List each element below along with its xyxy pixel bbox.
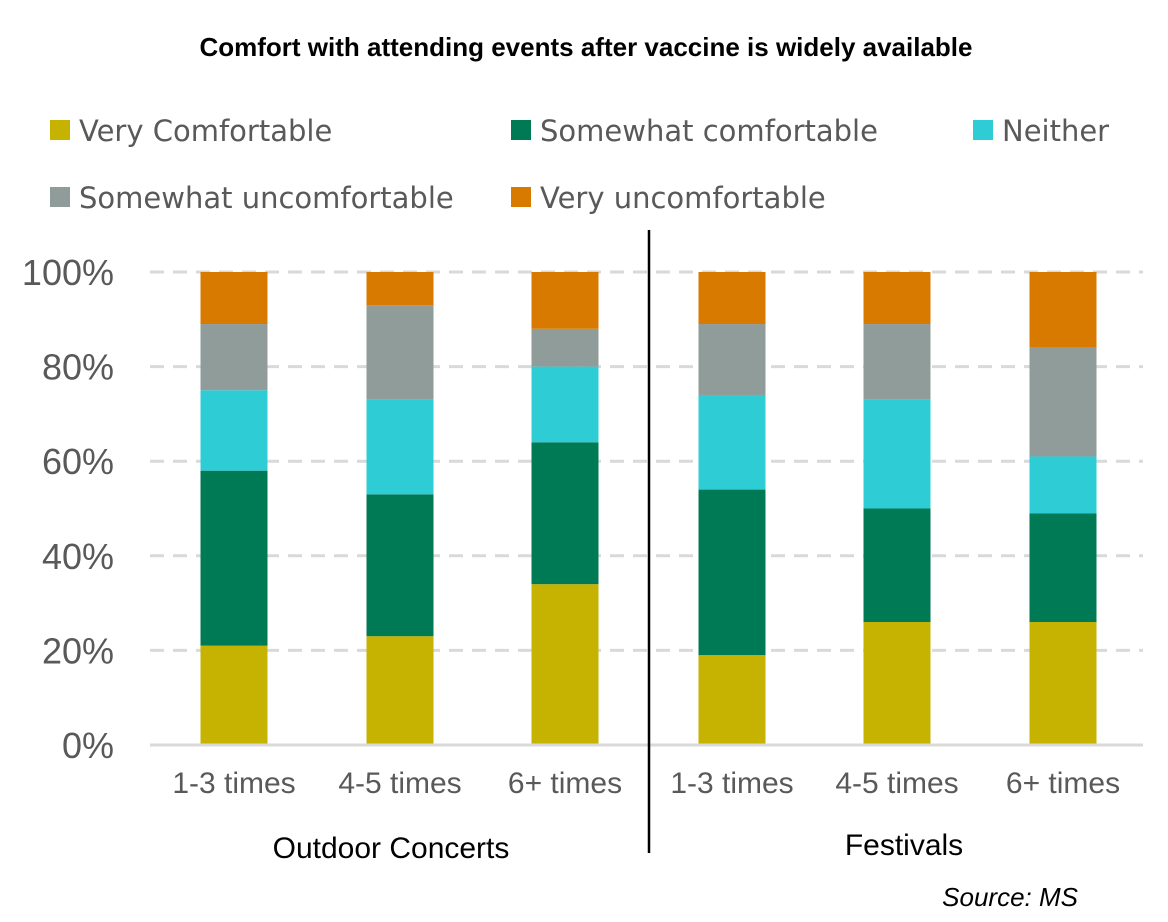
bar-segment-neither bbox=[366, 399, 434, 495]
bar-segment-very-uncomfortable bbox=[531, 272, 599, 329]
x-tick-label: 4-5 times bbox=[338, 767, 461, 800]
y-tick-label: 20% bbox=[42, 630, 114, 671]
bar-segment-very-comfortable bbox=[863, 622, 931, 745]
bar-segment-somewhat-comfortable bbox=[698, 489, 766, 656]
y-tick-label: 100% bbox=[22, 252, 114, 293]
bar-segment-very-uncomfortable bbox=[698, 272, 766, 325]
bar-segment-somewhat-uncomfortable bbox=[698, 324, 766, 395]
bar-segment-somewhat-comfortable bbox=[863, 508, 931, 623]
bar-segment-very-comfortable bbox=[366, 636, 434, 745]
x-tick-label: 4-5 times bbox=[835, 767, 958, 800]
x-tick-label: 6+ times bbox=[508, 767, 622, 800]
x-tick-label: 1-3 times bbox=[670, 767, 793, 800]
bar-segment-somewhat-comfortable bbox=[200, 470, 268, 646]
y-tick-label: 40% bbox=[42, 536, 114, 577]
legend-swatch-somewhat-uncomfortable bbox=[50, 187, 70, 207]
bar-segment-very-comfortable bbox=[698, 655, 766, 745]
bar-segment-somewhat-uncomfortable bbox=[863, 324, 931, 400]
y-tick-label: 60% bbox=[42, 441, 114, 482]
legend-label-neither: Neither bbox=[1002, 114, 1109, 148]
y-tick-label: 80% bbox=[42, 347, 114, 388]
bar-segment-very-comfortable bbox=[531, 584, 599, 745]
bar-segment-somewhat-uncomfortable bbox=[200, 324, 268, 391]
x-axis-ticks: 1-3 times 4-5 times 6+ times 1-3 times 4-5 t… bbox=[172, 767, 1120, 800]
bar-segment-very-comfortable bbox=[1029, 622, 1097, 745]
legend-swatch-very-comfortable bbox=[50, 120, 70, 140]
source-note: Source: MS bbox=[942, 882, 1078, 912]
bar-segment-very-uncomfortable bbox=[1029, 272, 1097, 348]
bar-segment-somewhat-comfortable bbox=[531, 442, 599, 585]
chart-title: Comfort with attending events after vacc… bbox=[199, 32, 972, 62]
legend-label-very-comfortable: Very Comfortable bbox=[79, 114, 332, 148]
legend-label-somewhat-comfortable: Somewhat comfortable bbox=[540, 114, 878, 148]
bar-segment-very-uncomfortable bbox=[366, 272, 434, 306]
bar-segment-somewhat-comfortable bbox=[1029, 513, 1097, 623]
gridlines bbox=[150, 270, 1143, 652]
bar-segment-neither bbox=[863, 399, 931, 509]
bar-segment-neither bbox=[531, 366, 599, 443]
legend-label-very-uncomfortable: Very uncomfortable bbox=[540, 181, 826, 215]
bar-segment-very-uncomfortable bbox=[200, 272, 268, 325]
bar-segment-neither bbox=[1029, 456, 1097, 514]
bar-segment-very-comfortable bbox=[200, 645, 268, 745]
bar-segment-neither bbox=[200, 390, 268, 471]
group-label-outdoor-concerts: Outdoor Concerts bbox=[273, 832, 510, 865]
x-tick-label: 6+ times bbox=[1006, 767, 1120, 800]
bar-segment-neither bbox=[698, 394, 766, 490]
x-tick-label: 1-3 times bbox=[172, 767, 295, 800]
bar-segment-somewhat-comfortable bbox=[366, 494, 434, 637]
bar-segment-very-uncomfortable bbox=[863, 272, 931, 325]
legend-swatch-neither bbox=[973, 120, 993, 140]
legend-label-somewhat-uncomfortable: Somewhat uncomfortable bbox=[79, 181, 454, 215]
y-tick-label: 0% bbox=[62, 725, 114, 766]
bar-segment-somewhat-uncomfortable bbox=[531, 328, 599, 367]
bars bbox=[200, 272, 1097, 745]
bar-segment-somewhat-uncomfortable bbox=[1029, 347, 1097, 457]
group-label-festivals: Festivals bbox=[845, 829, 963, 862]
bar-segment-somewhat-uncomfortable bbox=[366, 305, 434, 400]
y-axis-ticks: 0% 20% 40% 60% 80% 100% bbox=[22, 252, 114, 766]
legend-swatch-somewhat-comfortable bbox=[511, 120, 531, 140]
legend-swatch-very-uncomfortable bbox=[511, 187, 531, 207]
legend: Very Comfortable Somewhat comfortable Neit… bbox=[50, 114, 1109, 215]
